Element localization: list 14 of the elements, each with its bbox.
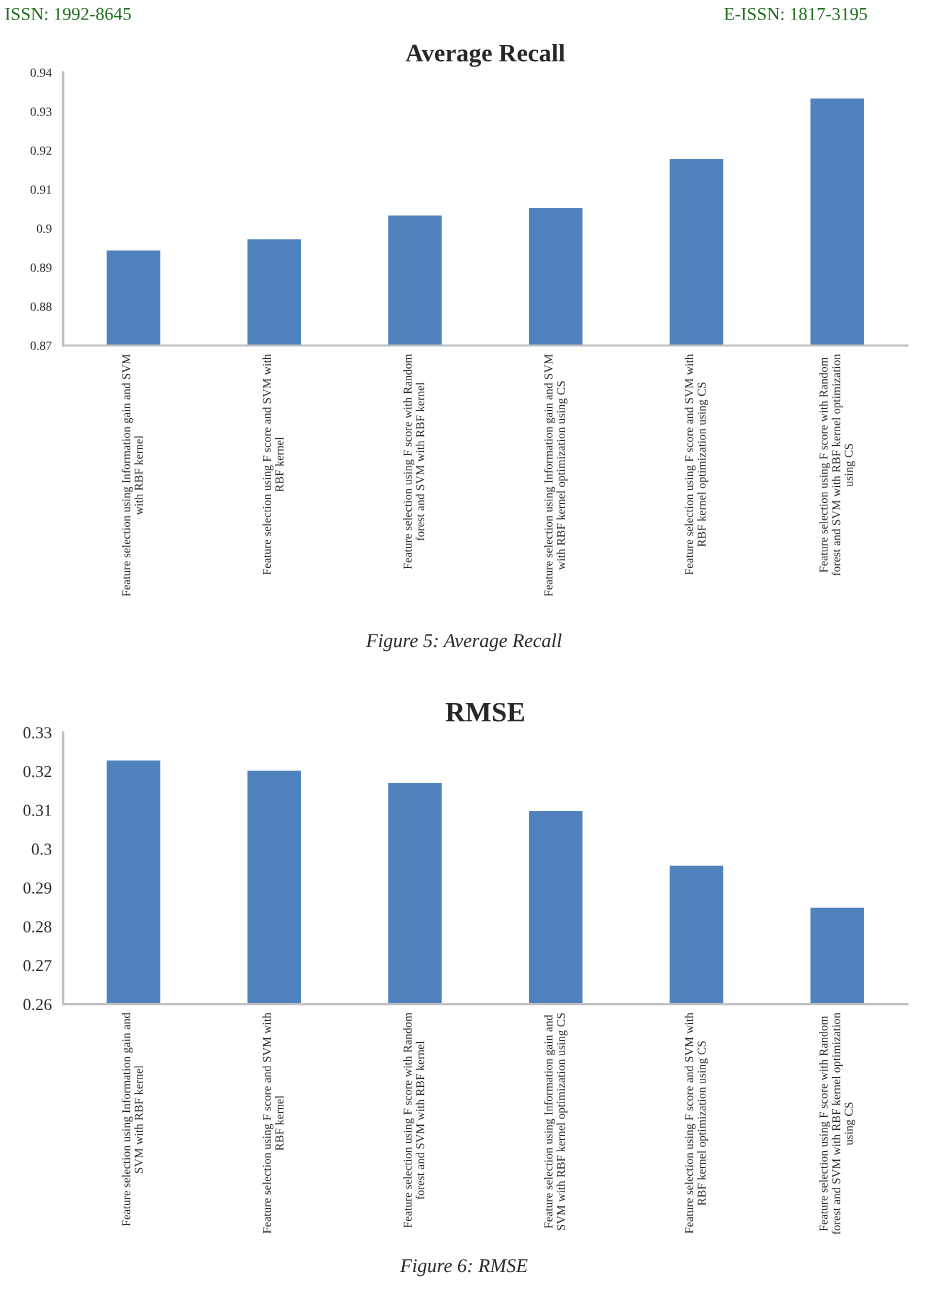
y-tick-label: 0.3	[31, 843, 52, 855]
caption: Figure 5: Average Recall	[365, 633, 562, 652]
text: ISSN: 1992-8645	[5, 7, 131, 21]
chart-title: Average Recall	[405, 44, 565, 67]
chart-title: RMSE	[445, 702, 525, 722]
caption: Figure 6: RMSE	[400, 1259, 528, 1277]
y-tick-label: 0.27	[23, 960, 52, 972]
y-tick-label: 0.29	[23, 882, 52, 894]
y-tick-label: 0.28	[23, 921, 52, 933]
text: E-ISSN: 1817-3195	[724, 7, 867, 21]
y-tick-label: 0.32	[23, 765, 52, 778]
y-tick-label: 0.26	[23, 998, 52, 1011]
y-tick-label: 0.33	[23, 727, 52, 739]
y-tick-label: 0.31	[23, 804, 51, 817]
